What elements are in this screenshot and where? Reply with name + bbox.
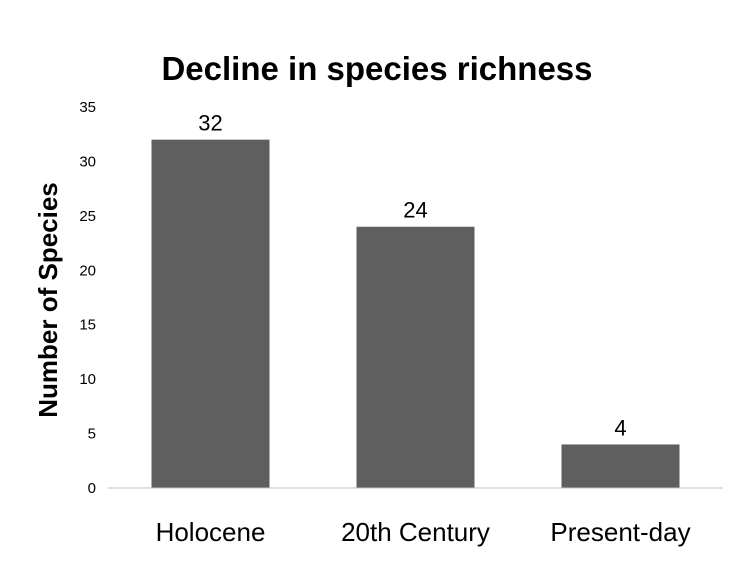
y-tick-label: 5 <box>88 426 96 443</box>
y-tick-label: 0 <box>88 480 96 497</box>
y-tick-label: 15 <box>79 317 96 334</box>
y-tick-label: 35 <box>79 99 96 116</box>
x-tick-label: Holocene <box>156 517 266 547</box>
y-axis-label: Number of Species <box>33 182 63 418</box>
data-label: 32 <box>198 111 222 136</box>
x-axis-ticks: Holocene 20th Century Present-day <box>156 517 691 547</box>
y-tick-label: 20 <box>79 262 96 279</box>
bar-series <box>151 139 680 488</box>
data-labels: 32 24 4 <box>198 111 626 441</box>
bar-holocene <box>151 139 270 488</box>
y-axis-ticks: 0 5 10 15 20 25 30 35 <box>79 99 96 497</box>
chart-title: Decline in species richness <box>161 50 592 87</box>
y-tick-label: 30 <box>79 153 96 170</box>
x-tick-label: Present-day <box>550 517 690 547</box>
y-tick-label: 25 <box>79 208 96 225</box>
data-label: 4 <box>614 415 626 440</box>
y-tick-label: 10 <box>79 371 96 388</box>
bar-present-day <box>561 444 680 488</box>
x-tick-label: 20th Century <box>341 517 490 547</box>
data-label: 24 <box>403 198 427 223</box>
bar-20th-century <box>356 226 475 488</box>
